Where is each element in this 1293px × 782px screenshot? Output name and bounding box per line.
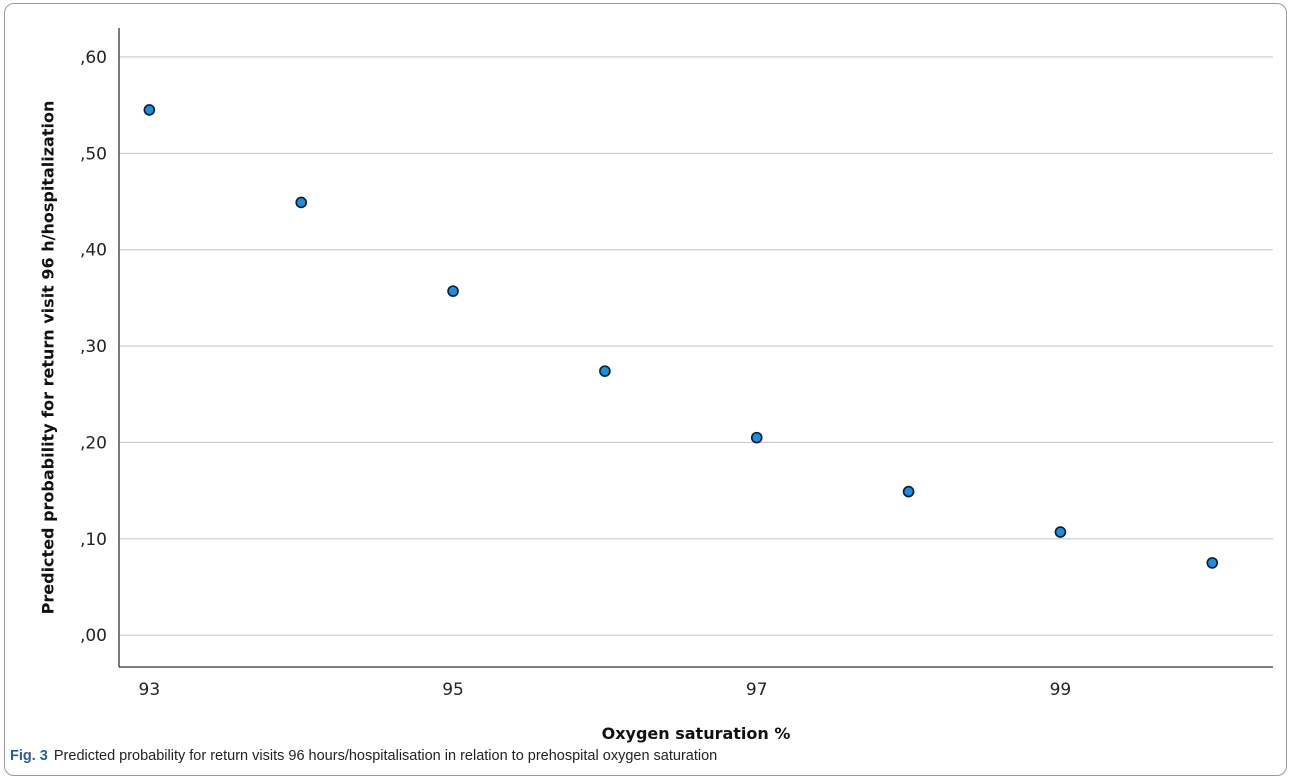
y-tick-label: ,50 [80,144,107,164]
y-axis-title: Predicted probability for return visit 9… [39,101,58,615]
data-point [1206,557,1219,569]
data-point [902,485,915,498]
x-axis-title: Oxygen saturation % [602,724,791,743]
figure-frame [4,3,1287,776]
data-points [143,104,1219,569]
data-point [599,365,611,377]
x-tick-label: 95 [442,680,464,700]
y-tick-label: ,10 [80,530,107,550]
axes [118,28,1273,668]
data-point [143,104,156,116]
x-tick-label: 99 [1050,680,1072,700]
x-tick-label: 97 [746,680,768,700]
data-point [750,431,763,444]
y-tick-label: ,60 [80,48,107,68]
x-tick-label: 93 [139,680,161,700]
figure-caption-label: Fig. 3 [10,748,48,764]
y-tick-label: ,30 [80,337,107,357]
y-tick-label: ,40 [80,241,107,261]
y-tick-label: ,20 [80,433,107,453]
y-tick-labels: ,00 ,10 ,20 ,30 ,40 ,50 ,60 [80,48,107,646]
x-tick-labels: 93 95 97 99 [139,680,1072,700]
data-point [295,196,308,209]
y-tick-label: ,00 [80,626,107,646]
data-point [1054,526,1067,538]
figure-caption-text: Predicted probability for return visits … [53,748,718,764]
gridlines [119,56,1273,636]
data-point [447,285,459,297]
figure-caption: Fig. 3 Predicted probability for return v… [10,748,717,764]
